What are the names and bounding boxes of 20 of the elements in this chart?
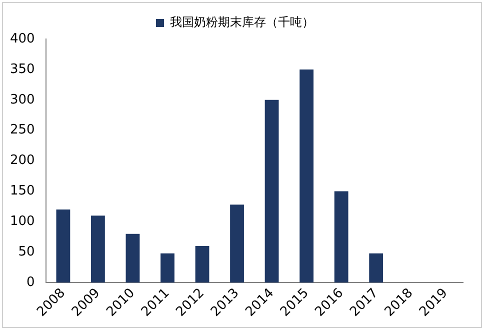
bar <box>230 204 244 283</box>
bar <box>91 216 105 283</box>
y-tick-label: 350 <box>10 62 35 77</box>
y-tick-label: 250 <box>10 122 35 138</box>
bar <box>300 69 314 283</box>
y-tick-label: 300 <box>10 92 35 108</box>
y-tick-label: 100 <box>10 214 35 230</box>
bar <box>264 100 279 283</box>
bar <box>126 234 140 283</box>
y-tick-label: 150 <box>10 184 35 199</box>
bar <box>56 210 70 283</box>
y-tick-label: 200 <box>10 153 35 168</box>
y-tick-label: 0 <box>26 274 35 290</box>
y-tick-label: 400 <box>10 31 35 46</box>
bar <box>369 253 384 283</box>
y-tick-label: 50 <box>18 244 35 260</box>
bar <box>334 191 348 283</box>
legend-label: 我国奶粉期末库存（千吨） <box>170 15 314 30</box>
bar <box>195 246 210 283</box>
bar <box>160 253 174 283</box>
